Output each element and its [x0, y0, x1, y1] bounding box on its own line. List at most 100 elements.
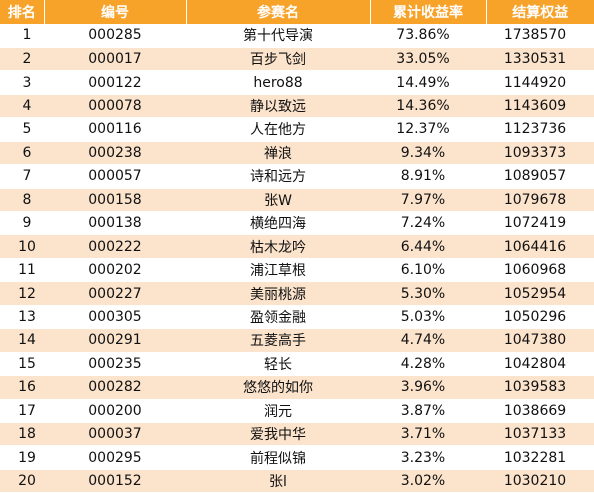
table-row: 1 000285 第十代导演 73.86% 1738570	[0, 24, 594, 48]
cell-name: 百步飞剑	[186, 47, 370, 72]
table-row: 8 000158 张W 7.97% 1079678	[0, 188, 594, 213]
cell-equity: 1089057	[486, 164, 594, 189]
cell-return: 4.74%	[370, 328, 486, 353]
cell-code: 000295	[44, 445, 186, 470]
cell-name: 禅浪	[186, 141, 370, 166]
header-row: 排名 编号 参赛名 累计收益率 结算权益	[0, 0, 594, 24]
cell-code: 000078	[44, 94, 186, 119]
cell-name: 横绝四海	[186, 211, 370, 236]
cell-name: 枯木龙吟	[186, 234, 370, 259]
cell-rank: 6	[0, 141, 44, 166]
header-code: 编号	[44, 0, 187, 24]
table-row: 2 000017 百步飞剑 33.05% 1330531	[0, 47, 594, 72]
cell-rank: 20	[0, 469, 44, 493]
cell-equity: 1050296	[486, 305, 594, 330]
table-row: 6 000238 禅浪 9.34% 1093373	[0, 141, 594, 166]
table-row: 19 000295 前程似锦 3.23% 1032281	[0, 445, 594, 470]
table-row: 11 000202 浦江草根 6.10% 1060968	[0, 258, 594, 283]
cell-rank: 8	[0, 188, 44, 213]
cell-return: 73.86%	[370, 24, 486, 48]
table-row: 5 000116 人在他方 12.37% 1123736	[0, 117, 594, 142]
cell-return: 3.23%	[370, 445, 486, 470]
table-row: 7 000057 诗和远方 8.91% 1089057	[0, 164, 594, 189]
table-row: 20 000152 张l 3.02% 1030210	[0, 469, 594, 493]
cell-code: 000227	[44, 281, 186, 306]
table-row: 9 000138 横绝四海 7.24% 1072419	[0, 211, 594, 236]
cell-equity: 1738570	[486, 24, 594, 48]
cell-equity: 1144920	[486, 70, 594, 95]
cell-return: 3.87%	[370, 399, 486, 423]
cell-rank: 15	[0, 352, 44, 377]
cell-code: 000116	[44, 117, 186, 142]
table-row: 4 000078 静以致远 14.36% 1143609	[0, 94, 594, 119]
cell-name: 轻长	[186, 352, 370, 377]
cell-equity: 1039583	[486, 375, 594, 400]
cell-code: 000291	[44, 328, 186, 353]
table-row: 3 000122 hero88 14.49% 1144920	[0, 70, 594, 95]
cell-name: 爱我中华	[186, 422, 370, 447]
cell-return: 4.28%	[370, 352, 486, 377]
cell-equity: 1072419	[486, 211, 594, 236]
cell-return: 8.91%	[370, 164, 486, 189]
cell-code: 000037	[44, 422, 186, 447]
cell-rank: 12	[0, 281, 44, 306]
table-row: 14 000291 五菱高手 4.74% 1047380	[0, 328, 594, 353]
cell-return: 14.36%	[370, 94, 486, 119]
cell-rank: 17	[0, 399, 44, 423]
header-return: 累计收益率	[370, 0, 487, 24]
cell-code: 000200	[44, 399, 186, 423]
cell-return: 6.44%	[370, 234, 486, 259]
cell-return: 6.10%	[370, 258, 486, 283]
cell-return: 14.49%	[370, 70, 486, 95]
table-row: 18 000037 爱我中华 3.71% 1037133	[0, 422, 594, 447]
cell-rank: 16	[0, 375, 44, 400]
cell-return: 3.71%	[370, 422, 486, 447]
cell-rank: 4	[0, 94, 44, 119]
cell-rank: 3	[0, 70, 44, 95]
cell-equity: 1064416	[486, 234, 594, 259]
cell-name: 五菱高手	[186, 328, 370, 353]
cell-equity: 1037133	[486, 422, 594, 447]
cell-rank: 2	[0, 47, 44, 72]
cell-name: 悠悠的如你	[186, 375, 370, 400]
cell-name: 润元	[186, 399, 370, 423]
cell-equity: 1042804	[486, 352, 594, 377]
cell-rank: 10	[0, 234, 44, 259]
cell-name: 浦江草根	[186, 258, 370, 283]
table-header: 排名 编号 参赛名 累计收益率 结算权益	[0, 0, 594, 24]
cell-name: 张W	[186, 188, 370, 213]
cell-equity: 1079678	[486, 188, 594, 213]
cell-code: 000222	[44, 234, 186, 259]
cell-return: 5.30%	[370, 281, 486, 306]
cell-name: 静以致远	[186, 94, 370, 119]
cell-code: 000238	[44, 141, 186, 166]
header-rank: 排名	[0, 0, 45, 24]
cell-return: 9.34%	[370, 141, 486, 166]
cell-name: 人在他方	[186, 117, 370, 142]
cell-rank: 9	[0, 211, 44, 236]
table-row: 15 000235 轻长 4.28% 1042804	[0, 352, 594, 377]
table-row: 10 000222 枯木龙吟 6.44% 1064416	[0, 234, 594, 259]
cell-code: 000202	[44, 258, 186, 283]
cell-rank: 13	[0, 305, 44, 330]
cell-return: 12.37%	[370, 117, 486, 142]
cell-code: 000017	[44, 47, 186, 72]
header-equity: 结算权益	[486, 0, 594, 24]
cell-name: 美丽桃源	[186, 281, 370, 306]
cell-rank: 11	[0, 258, 44, 283]
table-row: 17 000200 润元 3.87% 1038669	[0, 399, 594, 423]
cell-return: 7.24%	[370, 211, 486, 236]
cell-equity: 1330531	[486, 47, 594, 72]
cell-rank: 1	[0, 24, 44, 48]
cell-code: 000282	[44, 375, 186, 400]
cell-return: 3.96%	[370, 375, 486, 400]
cell-equity: 1123736	[486, 117, 594, 142]
cell-equity: 1038669	[486, 399, 594, 423]
cell-code: 000152	[44, 469, 186, 493]
cell-return: 3.02%	[370, 469, 486, 493]
table-row: 13 000305 盈领金融 5.03% 1050296	[0, 305, 594, 330]
cell-equity: 1143609	[486, 94, 594, 119]
cell-equity: 1047380	[486, 328, 594, 353]
cell-name: 第十代导演	[186, 24, 370, 48]
